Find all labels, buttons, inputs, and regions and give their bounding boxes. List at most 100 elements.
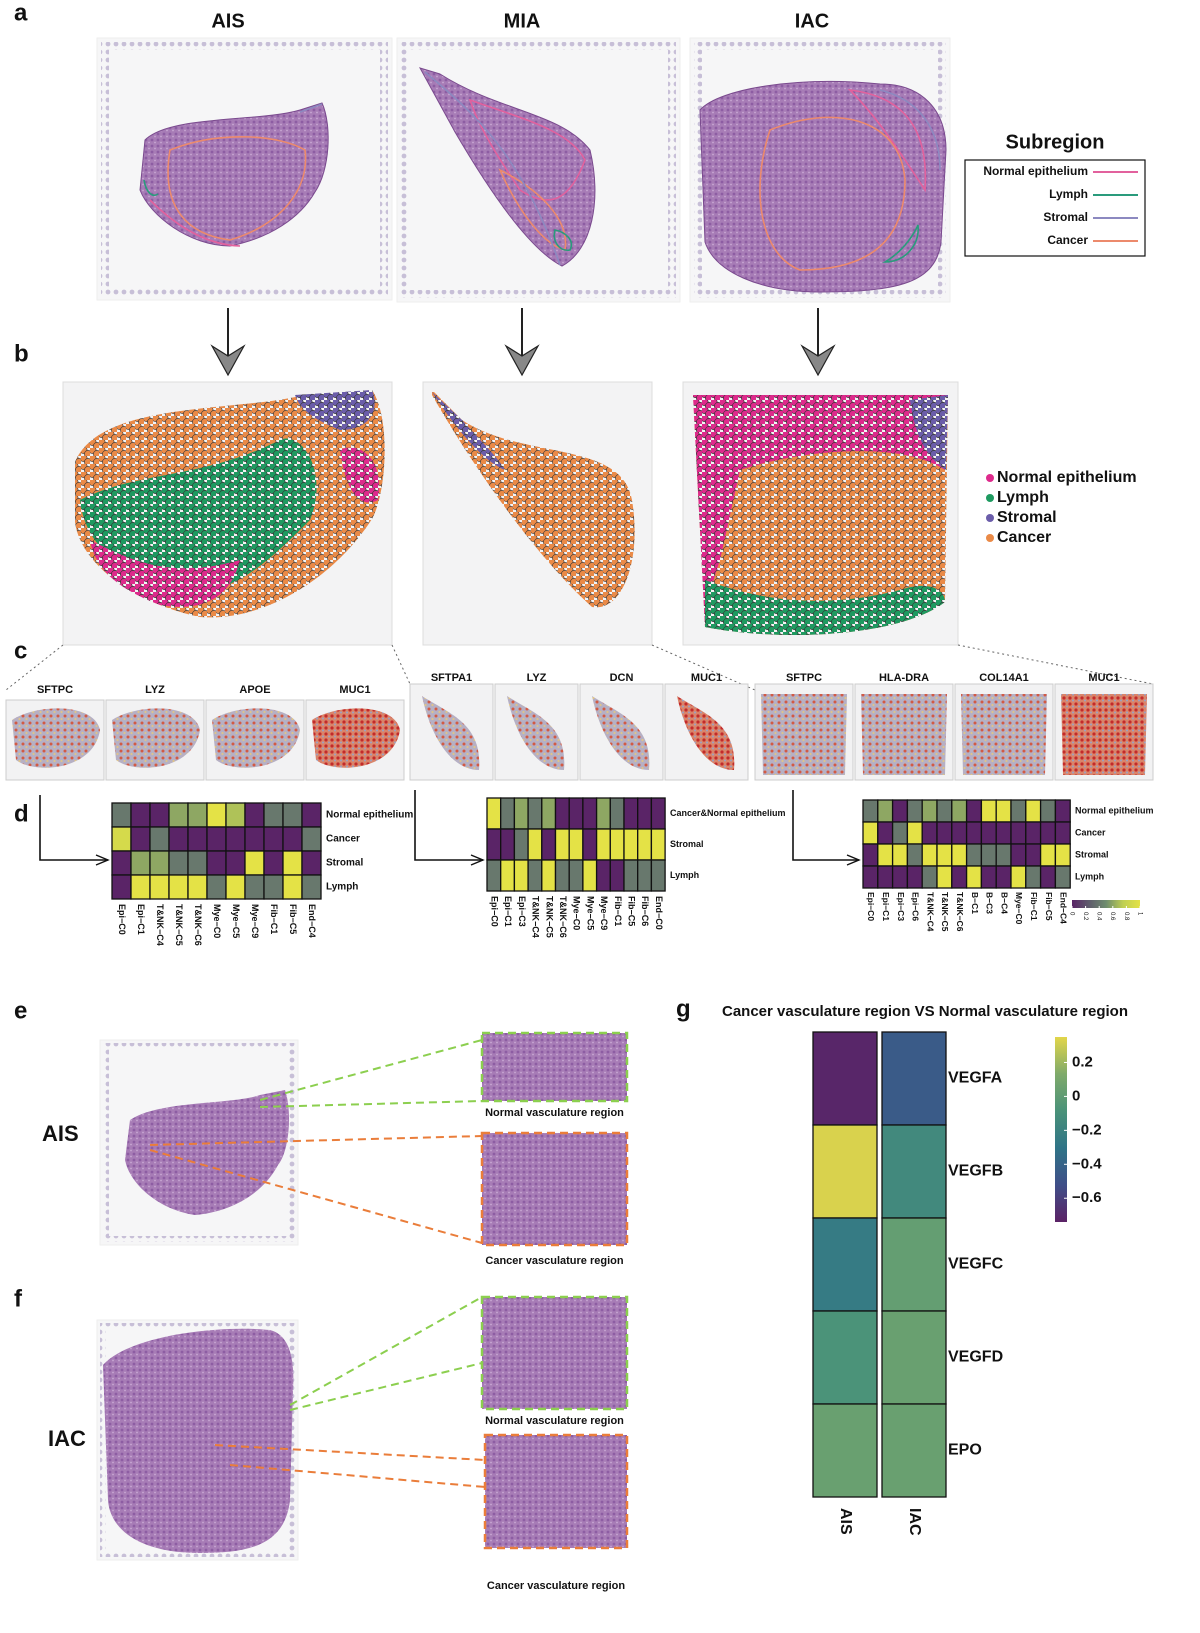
heat-cell xyxy=(936,799,953,823)
legend-label: Lymph xyxy=(1049,187,1088,201)
heat-cell xyxy=(650,797,666,830)
expr-tissue xyxy=(422,696,480,770)
heat-cell xyxy=(637,828,653,861)
heat-cell xyxy=(862,821,879,845)
flow-arrow xyxy=(39,795,108,861)
expr-tissue xyxy=(761,694,847,775)
heat-cell xyxy=(862,799,879,823)
heat-cell xyxy=(891,799,909,823)
col-label: Epi−C6 xyxy=(911,892,921,921)
subregion-outline xyxy=(468,98,586,201)
colorbar xyxy=(1072,900,1140,908)
heat-cell xyxy=(149,802,170,828)
heat-cell xyxy=(951,799,968,823)
legend-dot xyxy=(986,534,994,542)
heat-cell xyxy=(187,826,208,852)
zoom-caption: Normal vasculature region xyxy=(485,1107,624,1119)
expr-tissue xyxy=(507,696,565,770)
col-label: B−C4 xyxy=(999,892,1009,914)
heat-cell xyxy=(891,821,909,845)
expr-tissue xyxy=(677,696,735,770)
heat-cell xyxy=(111,850,132,876)
heat-cell xyxy=(111,826,132,852)
gene-label: HLA-DRA xyxy=(879,672,929,684)
zoom-line xyxy=(149,1149,483,1244)
tissue xyxy=(125,1090,290,1215)
heat-cell xyxy=(921,843,938,867)
heat-cell xyxy=(582,797,598,830)
cluster-region xyxy=(90,540,240,607)
heat-cell xyxy=(995,799,1012,823)
zoom-line xyxy=(289,1362,483,1411)
row-label: Lymph xyxy=(670,870,699,880)
heat-cell xyxy=(812,1031,878,1126)
panel-letter: b xyxy=(14,340,29,367)
zoom-caption: Normal vasculature region xyxy=(485,1415,624,1427)
heat-cell xyxy=(891,843,909,867)
expr-tissue xyxy=(592,696,650,770)
cluster-region xyxy=(705,580,945,635)
col-label: T&NK−C4 xyxy=(531,896,541,938)
panel-letter: a xyxy=(14,0,28,26)
subregion-outline xyxy=(553,229,573,252)
row-label: VEGFA xyxy=(948,1070,1003,1087)
heat-cell xyxy=(149,826,170,852)
col-label: End−C4 xyxy=(307,904,317,938)
colorbar-label: 1 xyxy=(1136,912,1142,916)
heat-cell xyxy=(862,865,879,889)
heat-cell xyxy=(1054,799,1071,823)
col-label: Fib−C5 xyxy=(288,904,298,934)
col-label: End−C4 xyxy=(1059,892,1069,924)
zoom-image xyxy=(480,1131,629,1247)
heat-cell xyxy=(282,874,303,900)
heat-cell xyxy=(637,859,653,892)
heat-cell xyxy=(541,797,557,830)
col-label: T&NK−C6 xyxy=(558,896,568,938)
heat-cell xyxy=(877,821,894,845)
heat-cell xyxy=(244,850,265,876)
col-label: AIS xyxy=(837,1508,854,1535)
heat-cell xyxy=(906,843,923,867)
heat-cell xyxy=(1039,843,1057,867)
panel-letter: c xyxy=(14,637,27,664)
heat-cell xyxy=(554,859,570,892)
legend-title: Subregion xyxy=(1006,131,1105,153)
heat-cell xyxy=(500,859,516,892)
heat-cell xyxy=(568,859,584,892)
gene-label: SFTPC xyxy=(786,672,822,684)
heat-cell xyxy=(637,797,653,830)
zoom-caption: Cancer vasculature region xyxy=(487,1580,625,1592)
row-label: Lymph xyxy=(326,882,358,893)
colorbar-label: −0.4 xyxy=(1072,1155,1102,1172)
gene-label: DCN xyxy=(610,672,634,684)
legend-label: Stromal xyxy=(1043,210,1088,224)
col-label: T&NK−C4 xyxy=(925,892,935,932)
heat-cell xyxy=(995,821,1012,845)
subregion-outline xyxy=(847,88,927,193)
legend-dot xyxy=(986,514,994,522)
spot-frame xyxy=(101,42,388,296)
legend-label: Cancer xyxy=(997,529,1051,546)
col-label: Epi−C3 xyxy=(517,896,527,927)
heat-cell xyxy=(936,865,953,889)
spot-frame xyxy=(103,1043,295,1242)
heat-cell xyxy=(936,843,953,867)
heat-cell xyxy=(623,797,639,830)
heat-cell xyxy=(130,802,151,828)
heat-cell xyxy=(130,826,151,852)
heat-cell xyxy=(486,797,502,830)
heat-cell xyxy=(650,828,666,861)
subregion-outline xyxy=(143,179,159,196)
heat-cell xyxy=(891,865,909,889)
expr-tissue xyxy=(1061,694,1147,775)
heat-cell xyxy=(881,1031,947,1126)
heat-cell xyxy=(282,826,303,852)
col-label: Epi−C1 xyxy=(503,896,513,927)
heat-cell xyxy=(527,828,543,861)
heat-cell xyxy=(595,859,611,892)
heat-cell xyxy=(980,865,997,889)
col-label: Mye−C5 xyxy=(231,904,241,938)
heat-cell xyxy=(301,874,322,900)
gene-label: MUC1 xyxy=(691,672,722,684)
gene-label: COL14A1 xyxy=(979,672,1029,684)
